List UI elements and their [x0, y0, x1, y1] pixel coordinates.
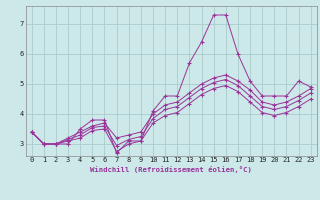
X-axis label: Windchill (Refroidissement éolien,°C): Windchill (Refroidissement éolien,°C)	[90, 166, 252, 173]
